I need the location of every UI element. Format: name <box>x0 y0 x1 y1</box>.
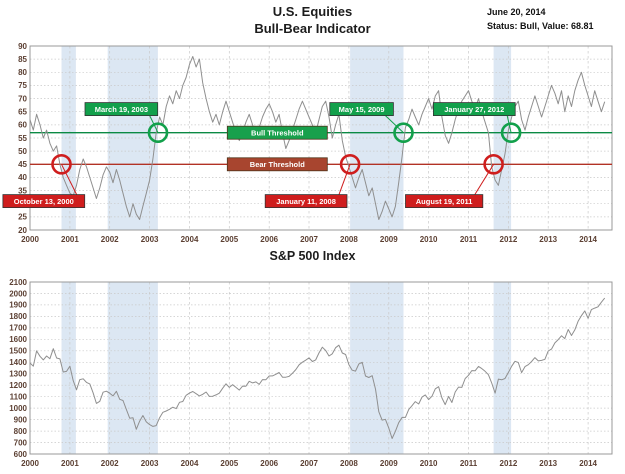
report-status: Status: Bull, Value: 68.81 <box>487 20 594 31</box>
svg-text:1000: 1000 <box>9 404 27 413</box>
svg-text:900: 900 <box>14 415 28 424</box>
svg-text:2013: 2013 <box>539 459 557 468</box>
svg-text:2000: 2000 <box>21 459 39 468</box>
svg-text:25: 25 <box>18 213 27 222</box>
svg-text:2007: 2007 <box>300 235 318 244</box>
svg-text:55: 55 <box>18 134 27 143</box>
title-line-1: U.S. Equities <box>272 4 353 19</box>
report-date: June 20, 2014 <box>487 7 546 17</box>
svg-text:2006: 2006 <box>260 459 278 468</box>
svg-text:2008: 2008 <box>340 235 358 244</box>
svg-text:800: 800 <box>14 427 28 436</box>
svg-text:2005: 2005 <box>220 459 238 468</box>
svg-text:October 13, 2000: October 13, 2000 <box>14 197 74 206</box>
svg-text:2002: 2002 <box>101 459 119 468</box>
svg-text:Bull Threshold: Bull Threshold <box>251 129 304 138</box>
svg-text:600: 600 <box>14 450 28 459</box>
svg-text:80: 80 <box>18 68 27 77</box>
svg-text:2012: 2012 <box>500 459 518 468</box>
svg-text:2004: 2004 <box>181 235 199 244</box>
svg-text:90: 90 <box>18 42 27 51</box>
svg-text:May 15, 2009: May 15, 2009 <box>339 105 385 114</box>
svg-text:1600: 1600 <box>9 335 27 344</box>
svg-text:70: 70 <box>18 94 27 103</box>
svg-text:60: 60 <box>18 121 27 130</box>
svg-text:2004: 2004 <box>181 459 199 468</box>
svg-text:75: 75 <box>18 81 27 90</box>
svg-text:2006: 2006 <box>260 235 278 244</box>
svg-text:2000: 2000 <box>9 289 27 298</box>
svg-text:2003: 2003 <box>141 459 159 468</box>
svg-text:50: 50 <box>18 147 27 156</box>
svg-text:2100: 2100 <box>9 278 27 287</box>
svg-text:85: 85 <box>18 55 27 64</box>
svg-text:2012: 2012 <box>500 235 518 244</box>
svg-text:2011: 2011 <box>460 235 478 244</box>
svg-text:1300: 1300 <box>9 370 27 379</box>
svg-text:2009: 2009 <box>380 459 398 468</box>
svg-text:January 27, 2012: January 27, 2012 <box>444 105 504 114</box>
svg-text:August 19, 2011: August 19, 2011 <box>416 197 473 206</box>
svg-text:2011: 2011 <box>460 459 478 468</box>
svg-text:2013: 2013 <box>539 235 557 244</box>
svg-text:35: 35 <box>18 186 27 195</box>
svg-text:2010: 2010 <box>420 459 438 468</box>
svg-text:700: 700 <box>14 438 28 447</box>
svg-text:45: 45 <box>18 160 27 169</box>
svg-text:2008: 2008 <box>340 459 358 468</box>
svg-text:40: 40 <box>18 173 27 182</box>
sp500-index-chart: 600 700 800 900 1000 1100 1200 1300 1400 1500 1600… <box>9 278 613 468</box>
svg-text:2014: 2014 <box>579 235 597 244</box>
svg-text:1400: 1400 <box>9 358 27 367</box>
svg-text:2000: 2000 <box>21 235 39 244</box>
svg-text:1800: 1800 <box>9 312 27 321</box>
svg-text:2001: 2001 <box>61 235 79 244</box>
svg-text:1500: 1500 <box>9 347 27 356</box>
svg-text:2010: 2010 <box>420 235 438 244</box>
svg-text:1100: 1100 <box>10 393 28 402</box>
report-title: U.S. Equities Bull-Bear Indicator <box>0 4 625 38</box>
svg-text:2009: 2009 <box>380 235 398 244</box>
svg-text:2007: 2007 <box>300 459 318 468</box>
svg-text:2014: 2014 <box>579 459 597 468</box>
svg-text:2003: 2003 <box>141 235 159 244</box>
svg-text:65: 65 <box>18 108 27 117</box>
svg-text:2005: 2005 <box>220 235 238 244</box>
svg-text:2001: 2001 <box>61 459 79 468</box>
svg-text:March 19, 2003: March 19, 2003 <box>95 105 148 114</box>
svg-text:1200: 1200 <box>9 381 27 390</box>
title-line-2: Bull-Bear Indicator <box>254 20 371 36</box>
svg-text:2002: 2002 <box>101 235 119 244</box>
svg-text:Bear Threshold: Bear Threshold <box>250 160 305 169</box>
svg-text:1900: 1900 <box>9 301 27 310</box>
sp500-chart-title: S&P 500 Index <box>269 249 356 263</box>
bull-bear-indicator-chart: 2025303540455055606570758085902000200120… <box>2 42 613 244</box>
svg-text:1700: 1700 <box>9 324 27 333</box>
report-info: June 20, 2014 Status: Bull, Value: 68.81 <box>487 6 594 34</box>
svg-text:20: 20 <box>18 226 27 235</box>
svg-text:January 11, 2008: January 11, 2008 <box>276 197 336 206</box>
